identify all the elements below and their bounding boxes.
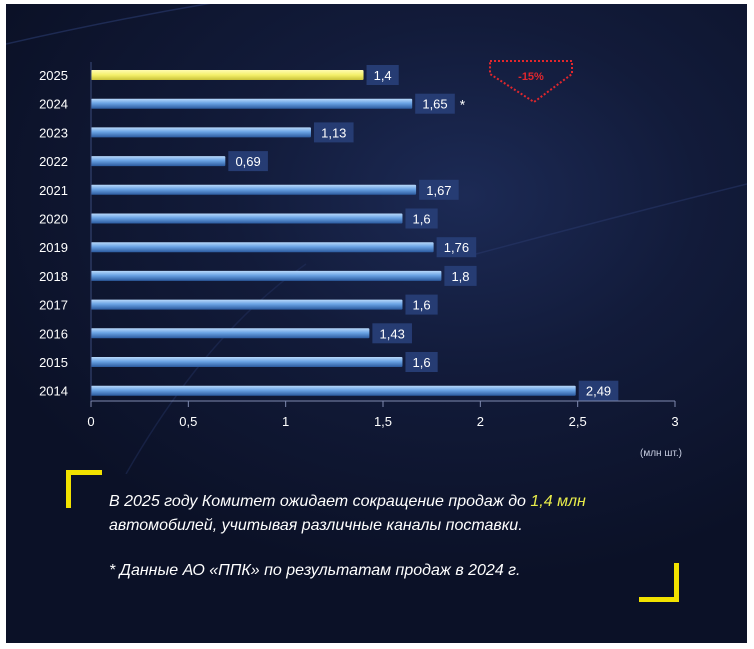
bar-2018 (91, 270, 442, 281)
value-label-box-2024 (415, 93, 455, 114)
caption-highlight: 1,4 млн (530, 493, 586, 510)
bar-2016 (91, 328, 370, 339)
caption-line-2: автомобилей, учитывая различные каналы п… (109, 517, 523, 534)
value-label-box-2016 (372, 323, 412, 344)
value-label-box-2022 (228, 151, 268, 172)
x-tick-label-2: 1 (282, 414, 289, 429)
value-label-box-2017 (405, 294, 438, 315)
corner-bottom-right-horizontal (639, 597, 679, 602)
value-label-2015: 1,6 (413, 355, 431, 370)
value-label-box-2015 (405, 352, 438, 372)
year-label-2015: 2015 (39, 355, 68, 370)
value-label-box-2020 (405, 208, 438, 229)
value-label-box-2021 (419, 179, 459, 200)
decline-badge: -15% (489, 60, 573, 104)
bar-2022 (91, 156, 226, 167)
bar-2023 (91, 127, 311, 138)
year-label-2017: 2017 (39, 298, 68, 313)
value-label-2017: 1,6 (413, 298, 431, 313)
bar-2019 (91, 242, 434, 253)
bar-2017 (91, 299, 403, 310)
value-label-box-2025 (366, 65, 399, 85)
value-label-2024: 1,65 (422, 97, 447, 112)
bar-2024 (91, 98, 413, 109)
corner-top-left-horizontal (66, 470, 102, 475)
bar-2015 (91, 357, 403, 367)
bar-2020 (91, 213, 403, 224)
caption-line-1: В 2025 году Комитет ожидает сокращение п… (109, 490, 586, 514)
x-tick-label-4: 2 (477, 414, 484, 429)
badge-text: -15% (518, 71, 544, 83)
corner-top-left-vertical (66, 470, 71, 508)
value-label-2014: 2,49 (586, 384, 611, 399)
value-label-box-2014 (578, 380, 619, 401)
bar-2014 (91, 385, 576, 396)
year-label-2016: 2016 (39, 326, 68, 341)
caption-text: В 2025 году Комитет ожидает сокращение п… (109, 493, 531, 510)
value-label-box-2018 (444, 265, 477, 286)
x-tick-label-5: 2,5 (569, 414, 587, 429)
x-tick-label-3: 1,5 (374, 414, 392, 429)
asterisk-mark: * (460, 97, 466, 113)
bar-2025 (91, 70, 364, 80)
corner-bottom-right-vertical (674, 563, 679, 602)
value-label-box-2023 (313, 122, 354, 143)
year-label-2022: 2022 (39, 154, 68, 169)
value-label-2016: 1,43 (380, 326, 405, 341)
infographic-panel: 1,4 1,65 * 1,13 0,69 1,67 1,6 1,76 1,8 1,6 1,43 1,6… (6, 4, 747, 643)
year-label-2014: 2014 (39, 384, 68, 399)
decorative-arcs (6, 4, 747, 474)
year-label-2021: 2021 (39, 183, 68, 198)
year-label-2023: 2023 (39, 125, 68, 140)
year-label-2018: 2018 (39, 269, 68, 284)
footnote: * Данные АО «ППК» по результатам продаж … (109, 562, 521, 579)
x-tick-label-6: 3 (671, 414, 678, 429)
badge-outline (489, 60, 573, 104)
value-label-2019: 1,76 (444, 240, 469, 255)
sales-bar-chart: 1,4 1,65 * 1,13 0,69 1,67 1,6 1,76 1,8 1,6 1,43 1,6… (6, 4, 747, 474)
unit-label: (млн шт.) (640, 448, 682, 459)
year-label-2025: 2025 (39, 68, 68, 83)
value-label-2020: 1,6 (413, 212, 431, 227)
year-label-2019: 2019 (39, 240, 68, 255)
value-label-2018: 1,8 (451, 269, 469, 284)
x-tick-label-0: 0 (87, 414, 94, 429)
value-label-2023: 1,13 (321, 125, 346, 140)
year-label-2020: 2020 (39, 212, 68, 227)
value-label-2025: 1,4 (374, 68, 392, 83)
value-label-box-2019 (436, 237, 477, 258)
bar-2021 (91, 184, 417, 195)
year-label-2024: 2024 (39, 97, 68, 112)
x-tick-label-1: 0,5 (179, 414, 197, 429)
value-label-2022: 0,69 (235, 154, 260, 169)
value-label-2021: 1,67 (426, 183, 451, 198)
